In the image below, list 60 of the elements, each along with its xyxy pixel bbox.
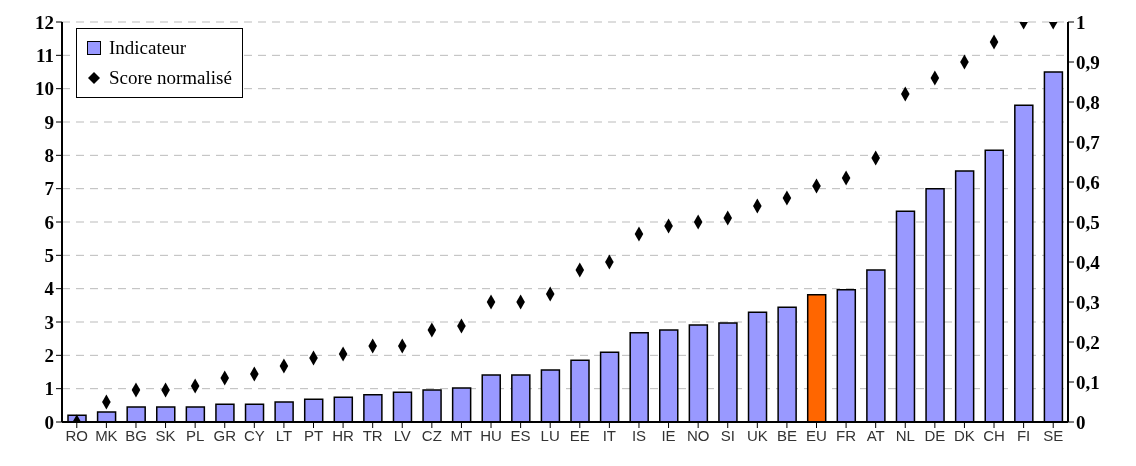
x-tick-label: EE — [569, 426, 590, 444]
y-tick-label: 4 — [44, 278, 55, 300]
x-tick-label: UK — [746, 426, 768, 444]
y2-tick-label: 1 — [1076, 11, 1086, 33]
y-tick-label: 7 — [44, 178, 55, 200]
x-tick-label: FI — [1016, 426, 1031, 444]
y2-tick-label: 0,7 — [1076, 131, 1101, 153]
x-tick-label: BE — [776, 426, 797, 444]
legend-label: Indicateur — [109, 36, 187, 60]
x-tick-label: LT — [275, 426, 293, 444]
y-tick-label: 6 — [44, 211, 54, 233]
x-tick-label: DK — [954, 426, 975, 444]
x-tick-label: IS — [631, 426, 647, 444]
x-tick-label: NO — [686, 426, 710, 444]
y2-tick-label: 0 — [1076, 411, 1086, 433]
y2-tick-label: 0,3 — [1076, 291, 1100, 313]
x-tick-label: SI — [720, 426, 735, 444]
y2-tick-label: 0,6 — [1076, 171, 1100, 193]
y-tick-label: 8 — [44, 145, 54, 167]
x-tick-label: FR — [836, 426, 857, 444]
x-tick-label: AT — [866, 426, 885, 444]
x-tick-label: CZ — [421, 426, 442, 444]
y2-tick-label: 0,8 — [1076, 91, 1100, 113]
x-tick-label: GR — [213, 426, 237, 444]
y2-tick-label: 0,5 — [1076, 211, 1100, 233]
x-tick-label: LV — [393, 426, 411, 444]
y2-tick-label: 0,9 — [1076, 51, 1100, 73]
y2-tick-label: 0,1 — [1076, 371, 1100, 393]
x-tick-label: HR — [332, 426, 355, 444]
x-tick-label: BG — [125, 426, 147, 444]
x-tick-label: CY — [243, 426, 265, 444]
x-tick-label: DE — [924, 426, 946, 444]
x-tick-label: PT — [303, 426, 324, 444]
x-tick-label: LU — [540, 426, 560, 444]
y2-tick-label: 0,4 — [1076, 251, 1101, 273]
x-tick-label: MT — [450, 426, 473, 444]
x-tick-label: SE — [1043, 426, 1064, 444]
y-tick-label: 9 — [44, 111, 54, 133]
x-tick-label: NL — [895, 426, 915, 444]
x-tick-label: IT — [602, 426, 617, 444]
x-tick-label: HU — [480, 426, 502, 444]
y-tick-label: 5 — [44, 245, 54, 267]
x-tick-label: RO — [65, 426, 89, 444]
x-tick-label: CH — [983, 426, 1005, 444]
y-tick-label: 10 — [35, 78, 54, 100]
y-tick-label: 1 — [44, 378, 54, 400]
legend-label: Score normalisé — [109, 66, 232, 90]
x-tick-label: EU — [806, 426, 827, 444]
y-tick-label: 3 — [44, 311, 54, 333]
x-tick-label: TR — [362, 426, 383, 444]
y-tick-label: 11 — [36, 45, 54, 67]
y2-tick-label: 0,2 — [1076, 331, 1100, 353]
x-tick-label: MK — [95, 426, 118, 444]
x-tick-label: ES — [510, 426, 531, 444]
x-tick-label: SK — [155, 426, 176, 444]
y-tick-label: 12 — [35, 11, 54, 33]
x-tick-label: IE — [661, 426, 676, 444]
y-tick-label: 0 — [44, 411, 54, 433]
y-tick-label: 2 — [44, 345, 54, 367]
x-tick-label: PL — [185, 426, 205, 444]
